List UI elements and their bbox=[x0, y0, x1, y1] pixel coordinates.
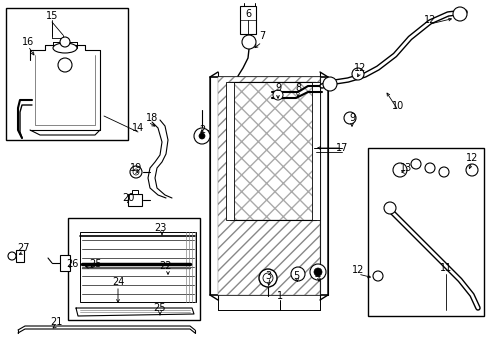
Circle shape bbox=[465, 164, 477, 176]
Text: 12: 12 bbox=[465, 153, 477, 163]
Bar bbox=[132, 190, 138, 194]
Text: 18: 18 bbox=[146, 113, 158, 123]
Bar bbox=[16, 250, 24, 262]
Text: 11: 11 bbox=[439, 263, 451, 273]
Text: 14: 14 bbox=[132, 123, 144, 133]
Circle shape bbox=[60, 37, 70, 47]
Circle shape bbox=[438, 167, 448, 177]
Text: 23: 23 bbox=[154, 223, 166, 233]
Bar bbox=[128, 194, 142, 206]
Circle shape bbox=[383, 202, 395, 214]
Circle shape bbox=[372, 271, 382, 281]
Bar bbox=[6, 8, 128, 140]
Text: 22: 22 bbox=[160, 261, 172, 271]
Bar bbox=[80, 232, 196, 302]
Circle shape bbox=[199, 133, 204, 139]
Text: 12: 12 bbox=[423, 15, 435, 25]
Text: 27: 27 bbox=[18, 243, 30, 253]
Text: 7: 7 bbox=[258, 31, 264, 41]
Circle shape bbox=[351, 68, 363, 80]
Text: 24: 24 bbox=[112, 277, 124, 287]
Text: 2: 2 bbox=[199, 125, 204, 135]
Circle shape bbox=[424, 163, 434, 173]
Text: 25: 25 bbox=[90, 259, 102, 269]
Text: 5: 5 bbox=[292, 271, 299, 281]
Text: 13: 13 bbox=[399, 163, 411, 173]
Text: 6: 6 bbox=[244, 9, 250, 19]
Text: 16: 16 bbox=[22, 37, 34, 47]
Circle shape bbox=[290, 267, 305, 281]
Text: 10: 10 bbox=[391, 101, 403, 111]
Ellipse shape bbox=[53, 43, 77, 53]
Circle shape bbox=[130, 166, 142, 178]
Bar bbox=[60, 255, 70, 271]
Text: 15: 15 bbox=[46, 11, 58, 21]
Bar bbox=[240, 6, 256, 34]
Circle shape bbox=[410, 159, 420, 169]
Text: 21: 21 bbox=[50, 317, 62, 327]
Bar bbox=[311, 82, 319, 220]
Text: 26: 26 bbox=[66, 259, 78, 269]
Bar bbox=[68, 218, 200, 320]
Text: 19: 19 bbox=[130, 163, 142, 173]
Text: 4: 4 bbox=[314, 271, 321, 281]
Text: 1: 1 bbox=[276, 291, 283, 301]
Circle shape bbox=[309, 264, 325, 280]
Text: 9: 9 bbox=[348, 113, 354, 123]
Circle shape bbox=[194, 128, 209, 144]
Circle shape bbox=[263, 273, 272, 283]
Circle shape bbox=[8, 252, 16, 260]
Circle shape bbox=[313, 268, 321, 276]
Circle shape bbox=[323, 77, 336, 91]
Circle shape bbox=[58, 58, 72, 72]
Circle shape bbox=[259, 269, 276, 287]
Text: 20: 20 bbox=[122, 193, 134, 203]
Circle shape bbox=[242, 35, 256, 49]
Circle shape bbox=[272, 90, 283, 100]
Bar bbox=[229, 82, 315, 220]
Text: 12: 12 bbox=[353, 63, 366, 73]
Circle shape bbox=[133, 169, 139, 175]
Text: 9: 9 bbox=[274, 83, 281, 93]
Circle shape bbox=[392, 163, 406, 177]
Text: 25: 25 bbox=[153, 303, 166, 313]
Bar bbox=[367, 148, 483, 316]
Bar bbox=[218, 77, 319, 295]
Circle shape bbox=[452, 7, 466, 21]
Text: 12: 12 bbox=[351, 265, 364, 275]
Circle shape bbox=[343, 112, 355, 124]
Text: 17: 17 bbox=[335, 143, 347, 153]
Text: 8: 8 bbox=[294, 83, 301, 93]
Text: 3: 3 bbox=[264, 271, 270, 281]
Bar bbox=[225, 82, 234, 220]
